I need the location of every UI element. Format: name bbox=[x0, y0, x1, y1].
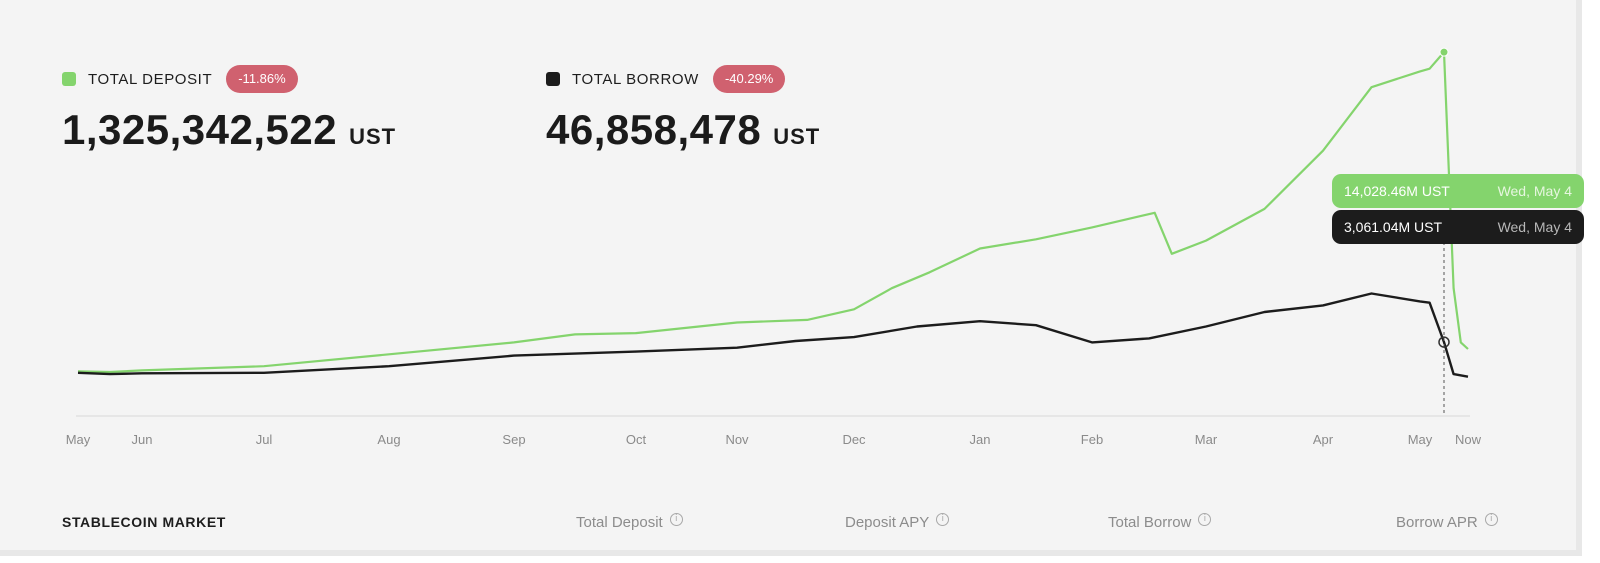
deposit-tooltip-value: 14,028.46M UST bbox=[1344, 183, 1450, 199]
column-total-borrow-label: Total Borrow bbox=[1108, 514, 1192, 531]
deposit-change-badge: -11.86% bbox=[226, 65, 298, 93]
total-deposit-value: 1,325,342,522 bbox=[62, 106, 338, 153]
column-deposit-apy[interactable]: Deposit APY i bbox=[845, 513, 950, 531]
deposit-hover-point bbox=[1439, 47, 1449, 57]
total-deposit-summary: TOTAL DEPOSIT -11.86% 1,325,342,522 UST bbox=[62, 64, 396, 154]
total-borrow-label: TOTAL BORROW bbox=[572, 70, 699, 88]
x-tick-label: May bbox=[66, 432, 91, 447]
deposit-borrow-line-chart[interactable]: May Jun Jul Aug Sep Oct Nov Dec Jan Feb Mar Apr May N… bbox=[0, 0, 1600, 470]
x-tick-label: Jan bbox=[970, 432, 991, 447]
borrow-legend-swatch bbox=[546, 72, 560, 86]
column-total-deposit[interactable]: Total Deposit i bbox=[576, 513, 683, 531]
x-tick-label: Feb bbox=[1081, 432, 1103, 447]
x-tick-label: Jul bbox=[256, 432, 273, 447]
borrow-hover-point bbox=[1438, 336, 1450, 348]
column-total-borrow[interactable]: Total Borrow i bbox=[1108, 513, 1212, 531]
info-icon[interactable]: i bbox=[1198, 513, 1212, 526]
deposit-tooltip-date: Wed, May 4 bbox=[1497, 183, 1572, 199]
borrow-change-badge: -40.29% bbox=[712, 65, 786, 93]
deposit-series-line bbox=[77, 50, 1469, 374]
borrow-tooltip-value: 3,061.04M UST bbox=[1344, 219, 1443, 235]
borrow-tooltip: 3,061.04M UST Wed, May 4 bbox=[1332, 210, 1584, 244]
x-tick-label: Dec bbox=[842, 432, 866, 447]
total-deposit-unit: UST bbox=[349, 124, 397, 149]
x-tick-label: Now bbox=[1455, 432, 1482, 447]
total-deposit-label: TOTAL DEPOSIT bbox=[88, 70, 213, 88]
x-tick-label: Mar bbox=[1195, 432, 1218, 447]
column-total-deposit-label: Total Deposit bbox=[576, 514, 663, 531]
x-tick-label: Aug bbox=[377, 432, 400, 447]
info-icon[interactable]: i bbox=[1484, 513, 1498, 526]
borrow-series-line bbox=[77, 292, 1469, 378]
total-borrow-unit: UST bbox=[773, 124, 821, 149]
x-tick-label: Sep bbox=[502, 432, 525, 447]
x-tick-label: Jun bbox=[132, 432, 153, 447]
deposit-tooltip: 14,028.46M UST Wed, May 4 bbox=[1332, 174, 1584, 208]
x-tick-label: May bbox=[1408, 432, 1433, 447]
x-tick-label: Nov bbox=[725, 432, 749, 447]
info-icon[interactable]: i bbox=[936, 513, 950, 526]
info-icon[interactable]: i bbox=[669, 513, 683, 526]
deposit-legend-swatch bbox=[62, 72, 76, 86]
column-borrow-apr[interactable]: Borrow APR i bbox=[1396, 513, 1498, 531]
x-tick-label: Apr bbox=[1313, 432, 1334, 447]
x-tick-label: Oct bbox=[626, 432, 647, 447]
total-borrow-value: 46,858,478 bbox=[546, 106, 762, 153]
stablecoin-market-title: STABLECOIN MARKET bbox=[62, 514, 226, 530]
borrow-tooltip-date: Wed, May 4 bbox=[1497, 219, 1572, 235]
total-borrow-summary: TOTAL BORROW -40.29% 46,858,478 UST bbox=[546, 64, 820, 154]
column-borrow-apr-label: Borrow APR bbox=[1396, 514, 1478, 531]
column-deposit-apy-label: Deposit APY bbox=[845, 514, 930, 531]
